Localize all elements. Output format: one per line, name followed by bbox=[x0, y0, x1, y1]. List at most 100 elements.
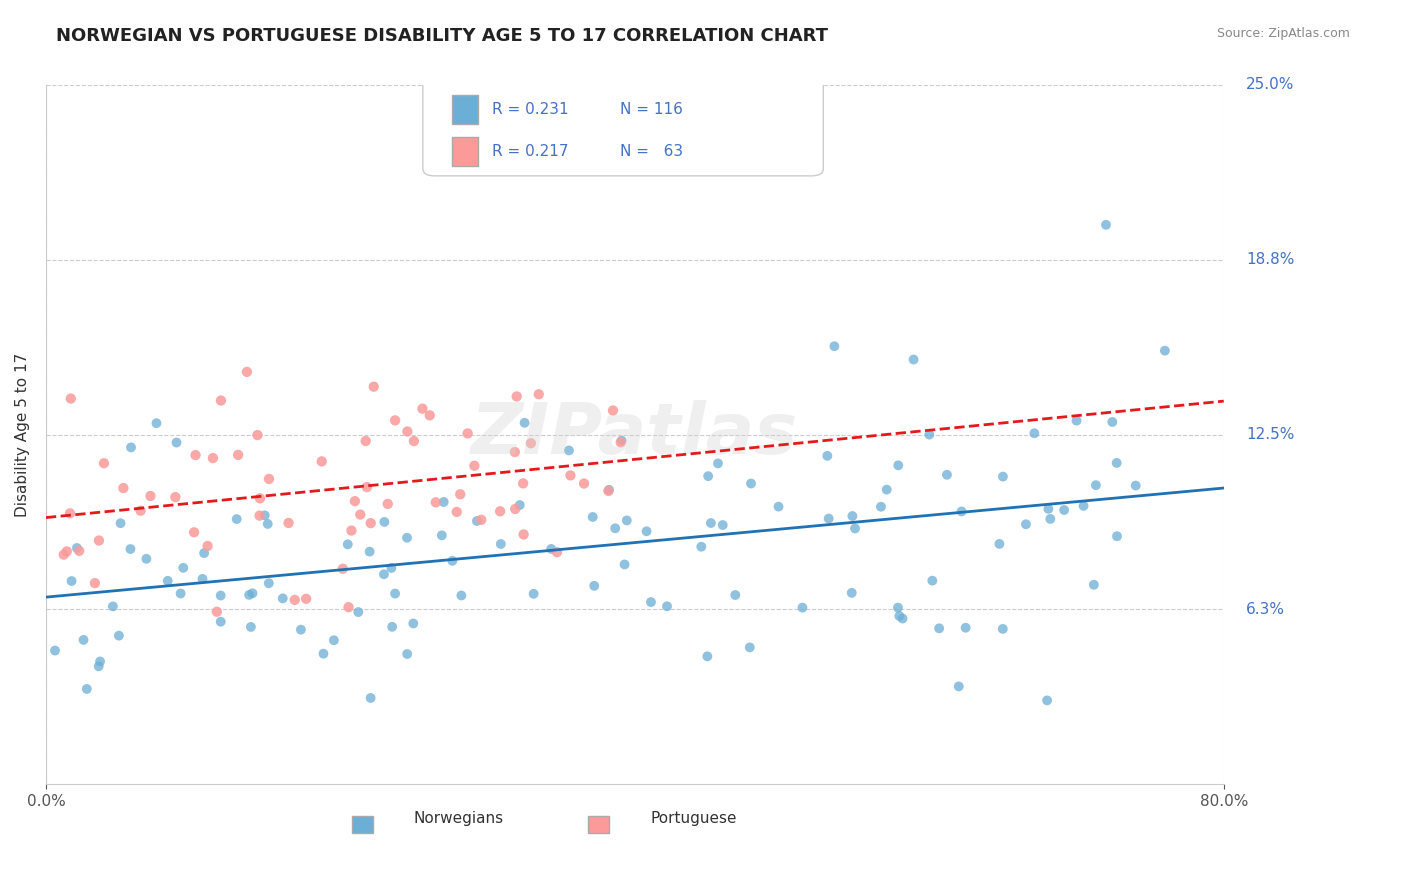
Point bbox=[489, 504, 512, 518]
Point bbox=[156, 574, 179, 588]
Point bbox=[887, 458, 910, 473]
Point bbox=[257, 472, 280, 486]
Point bbox=[356, 480, 378, 494]
FancyBboxPatch shape bbox=[423, 78, 824, 176]
FancyBboxPatch shape bbox=[352, 816, 374, 833]
Text: Source: ZipAtlas.com: Source: ZipAtlas.com bbox=[1216, 27, 1350, 40]
Text: Norwegians: Norwegians bbox=[413, 812, 503, 826]
Point bbox=[145, 416, 167, 430]
Point bbox=[384, 586, 406, 600]
Point bbox=[395, 531, 418, 545]
Point bbox=[697, 469, 720, 483]
Point bbox=[197, 539, 219, 553]
Point bbox=[249, 508, 271, 523]
Point bbox=[295, 591, 318, 606]
Point bbox=[1125, 478, 1147, 492]
Point bbox=[823, 339, 845, 353]
Point bbox=[598, 483, 620, 498]
Text: 25.0%: 25.0% bbox=[1246, 78, 1295, 93]
Point bbox=[513, 416, 536, 430]
Point bbox=[290, 623, 312, 637]
Point bbox=[354, 434, 377, 448]
Point bbox=[700, 516, 723, 530]
Point bbox=[226, 448, 249, 462]
Point bbox=[560, 468, 582, 483]
Point bbox=[636, 524, 658, 539]
Point bbox=[724, 588, 747, 602]
Point bbox=[44, 643, 66, 657]
Point bbox=[1083, 578, 1105, 592]
Point bbox=[540, 541, 562, 556]
Point bbox=[950, 504, 973, 518]
Point bbox=[465, 514, 488, 528]
Point bbox=[433, 495, 456, 509]
Text: ZIPatlas: ZIPatlas bbox=[471, 401, 799, 469]
Point bbox=[512, 476, 534, 491]
Point bbox=[1073, 499, 1095, 513]
Point bbox=[89, 655, 111, 669]
Point bbox=[419, 409, 441, 423]
Text: Portuguese: Portuguese bbox=[651, 812, 737, 826]
Point bbox=[918, 427, 941, 442]
Point bbox=[948, 680, 970, 694]
Y-axis label: Disability Age 5 to 17: Disability Age 5 to 17 bbox=[15, 352, 30, 516]
Point bbox=[349, 508, 371, 522]
Point bbox=[93, 456, 115, 470]
Point bbox=[380, 561, 402, 575]
Point bbox=[470, 513, 492, 527]
Point bbox=[613, 558, 636, 572]
Point bbox=[583, 579, 606, 593]
Point bbox=[768, 500, 790, 514]
Point bbox=[184, 448, 207, 462]
Point bbox=[446, 505, 468, 519]
Point bbox=[1015, 517, 1038, 532]
Point bbox=[120, 542, 142, 557]
Point bbox=[225, 512, 247, 526]
Point bbox=[512, 527, 534, 541]
Point bbox=[1154, 343, 1177, 358]
Point bbox=[209, 615, 232, 629]
Point bbox=[489, 537, 512, 551]
Text: 6.3%: 6.3% bbox=[1246, 602, 1285, 617]
Point bbox=[503, 502, 526, 516]
Point bbox=[841, 586, 863, 600]
Point bbox=[610, 434, 633, 448]
Point bbox=[707, 456, 730, 470]
Point bbox=[572, 476, 595, 491]
Point bbox=[430, 528, 453, 542]
Point bbox=[889, 609, 911, 624]
Point bbox=[205, 605, 228, 619]
Point bbox=[52, 548, 75, 562]
Point bbox=[841, 509, 863, 524]
Point bbox=[425, 495, 447, 509]
Point bbox=[891, 611, 914, 625]
Point bbox=[139, 489, 162, 503]
Point bbox=[193, 546, 215, 560]
Point bbox=[605, 521, 627, 535]
Point bbox=[257, 576, 280, 591]
Point bbox=[239, 620, 262, 634]
Point bbox=[1024, 426, 1046, 441]
Point bbox=[527, 387, 550, 401]
Point bbox=[249, 491, 271, 506]
Point bbox=[110, 516, 132, 531]
Point bbox=[640, 595, 662, 609]
Point bbox=[1105, 456, 1128, 470]
Point bbox=[876, 483, 898, 497]
Point bbox=[312, 647, 335, 661]
Point bbox=[935, 467, 957, 482]
Point bbox=[815, 449, 838, 463]
Point bbox=[238, 588, 260, 602]
Point bbox=[347, 605, 370, 619]
Point bbox=[120, 441, 142, 455]
Point bbox=[277, 516, 299, 530]
Point bbox=[602, 403, 624, 417]
Point bbox=[955, 621, 977, 635]
Point bbox=[201, 451, 224, 466]
Point bbox=[450, 589, 472, 603]
Point bbox=[598, 483, 620, 497]
Point bbox=[1039, 512, 1062, 526]
Point bbox=[191, 572, 214, 586]
Point bbox=[988, 537, 1011, 551]
Point bbox=[1066, 414, 1088, 428]
